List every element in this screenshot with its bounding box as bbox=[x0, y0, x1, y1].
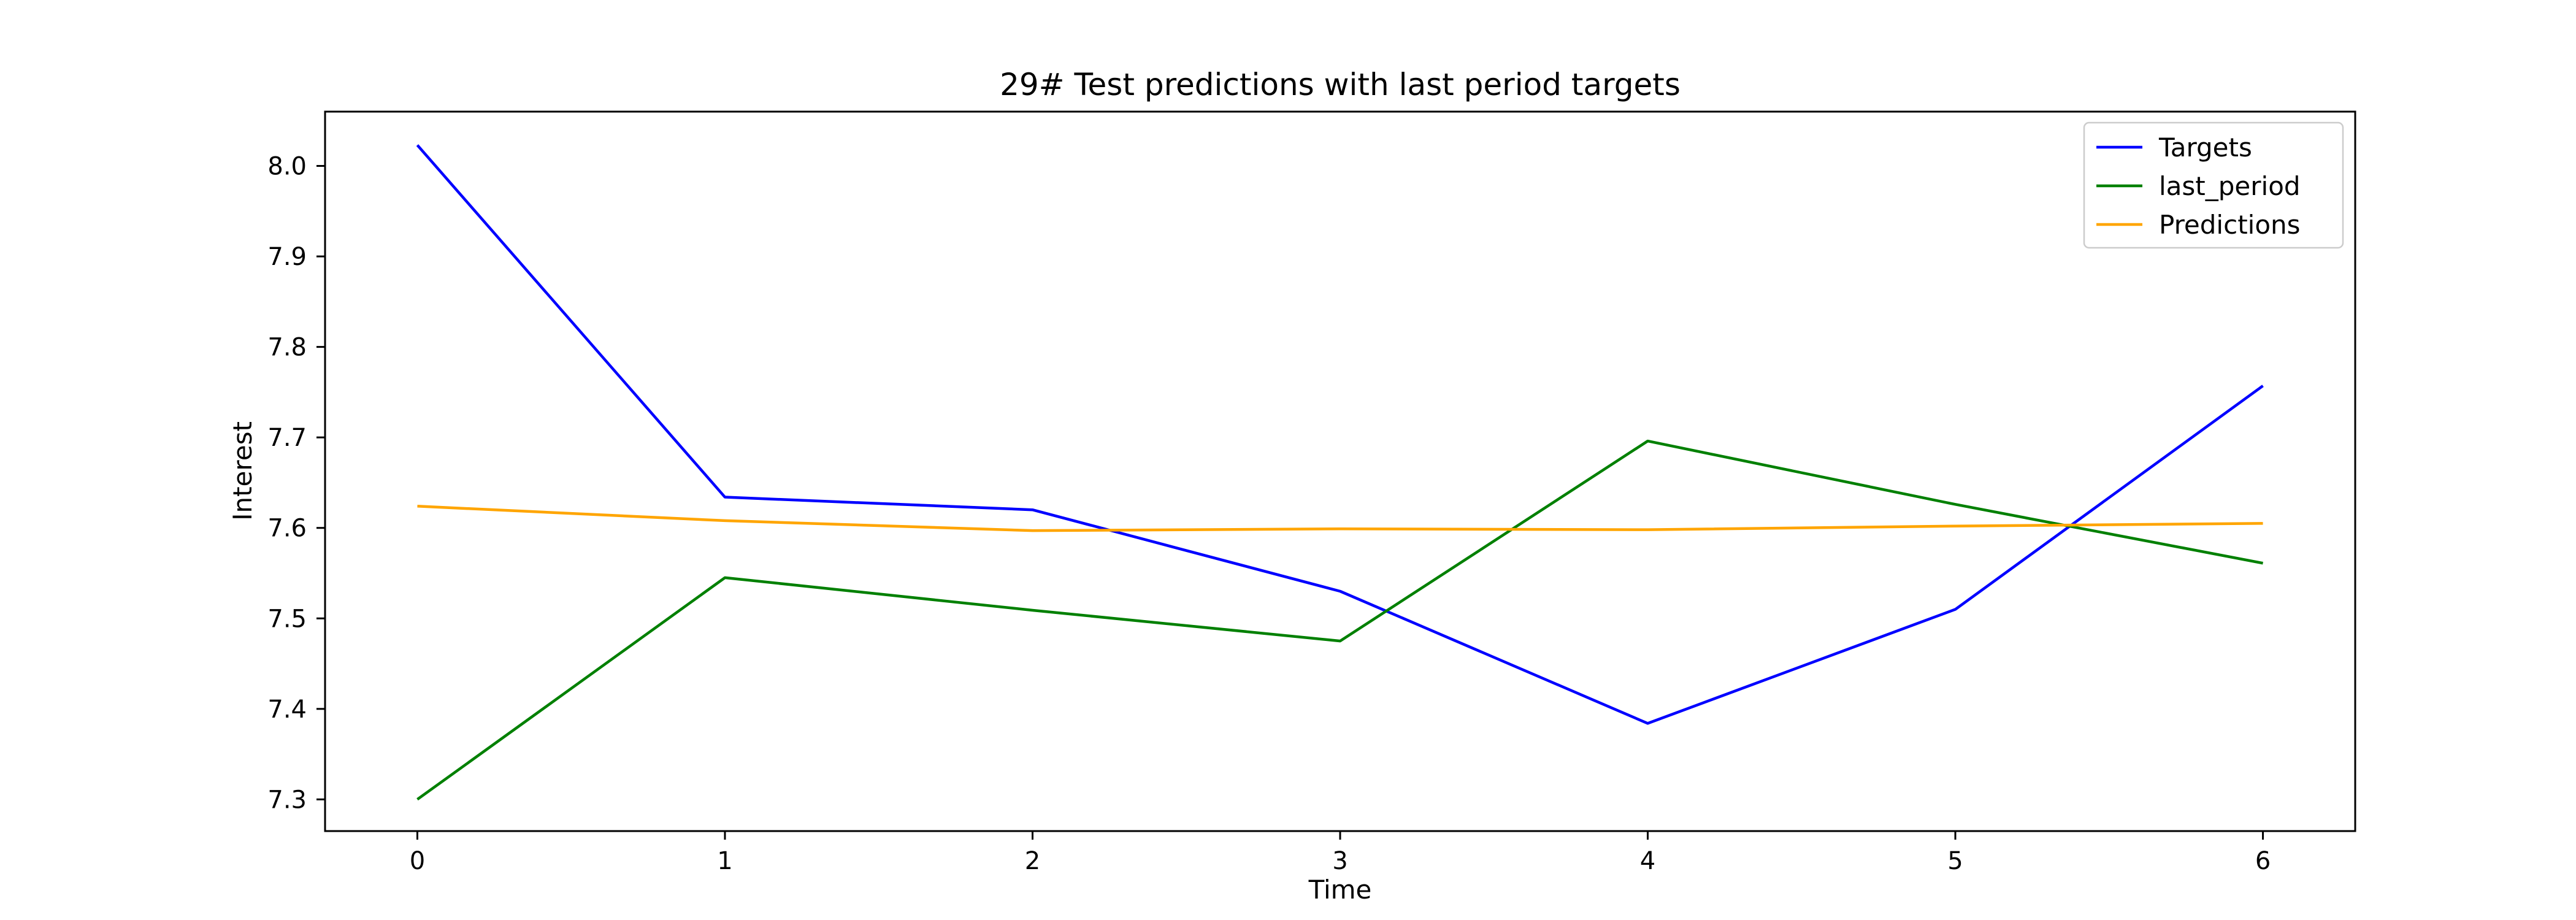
legend-label-targets: Targets bbox=[2158, 132, 2252, 163]
y-tick-label: 7.6 bbox=[267, 515, 307, 543]
series-layer bbox=[416, 144, 2264, 801]
x-axis-label: Time bbox=[1308, 875, 1372, 905]
y-tick-label: 7.4 bbox=[267, 696, 307, 724]
x-tick-label: 0 bbox=[410, 847, 425, 875]
y-axis-label: Interest bbox=[228, 421, 258, 521]
y-axis: 7.3 7.4 7.5 7.6 7.7 7.8 7.9 8.0 bbox=[267, 153, 325, 814]
x-tick-label: 4 bbox=[1640, 847, 1655, 875]
y-tick-label: 7.9 bbox=[267, 243, 307, 271]
chart-title: 29# Test predictions with last period ta… bbox=[1000, 67, 1681, 102]
x-tick-label: 2 bbox=[1025, 847, 1040, 875]
x-tick-label: 1 bbox=[717, 847, 732, 875]
x-tick-label: 6 bbox=[2255, 847, 2271, 875]
y-tick-label: 7.3 bbox=[267, 786, 307, 814]
legend-label-predictions: Predictions bbox=[2159, 210, 2301, 240]
y-tick-label: 7.5 bbox=[267, 605, 307, 633]
y-tick-label: 7.8 bbox=[267, 334, 307, 362]
series-line-predictions bbox=[417, 505, 2263, 532]
y-tick-label: 8.0 bbox=[267, 153, 307, 181]
series-line-last-period bbox=[416, 439, 2263, 801]
x-tick-label: 5 bbox=[1947, 847, 1963, 875]
legend-box bbox=[2083, 121, 2344, 249]
legend-label-last-period: last_period bbox=[2159, 171, 2301, 201]
x-axis: 0 1 2 3 4 5 6 bbox=[410, 831, 2271, 875]
y-tick-label: 7.7 bbox=[267, 424, 307, 452]
legend: Targets last_period Predictions bbox=[2083, 121, 2344, 249]
series-line-targets bbox=[416, 144, 2264, 725]
x-tick-label: 3 bbox=[1332, 847, 1347, 875]
